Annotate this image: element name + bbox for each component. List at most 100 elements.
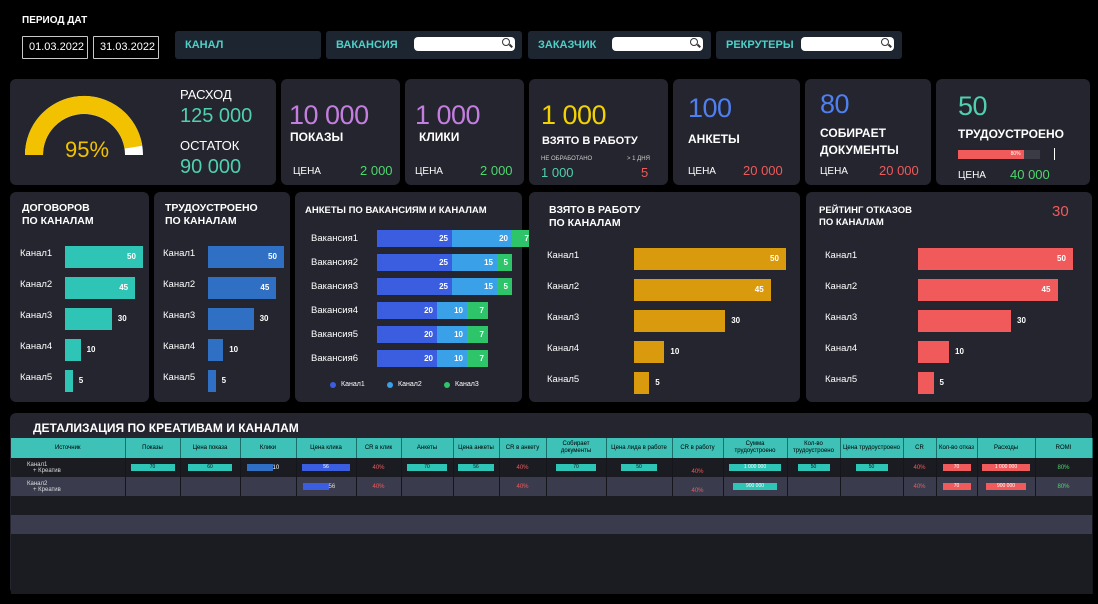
column-header[interactable]: Цена лида в работе: [606, 438, 673, 458]
column-header[interactable]: CR в клик: [356, 438, 402, 458]
bar-category-label: Канал5: [20, 372, 53, 383]
over-day-label: > 1 ДНЯ: [627, 156, 650, 162]
column-header[interactable]: Цена показа: [180, 438, 241, 458]
bar-value-label: 45: [119, 283, 129, 292]
bar[interactable]: [208, 308, 254, 330]
employed-card: 50 ТРУДОУСТРОЕНО 80% ЦЕНА 40 000: [936, 79, 1090, 185]
forms-bar: 70: [407, 463, 447, 471]
customer-filter[interactable]: ЗАКАЗЧИК: [528, 31, 711, 59]
stacked-bar-segment[interactable]: 7: [467, 326, 488, 343]
stacked-bar-segment[interactable]: 20: [452, 230, 512, 247]
legend-dot-icon: [387, 381, 393, 388]
search-icon: [502, 38, 510, 46]
date-from-input[interactable]: 01.03.2022: [22, 36, 88, 59]
recruiters-search-input[interactable]: [801, 37, 894, 51]
bar[interactable]: [634, 248, 786, 270]
stacked-bar-segment[interactable]: 25: [377, 254, 452, 271]
bar[interactable]: [918, 310, 1011, 332]
stacked-bar-segment[interactable]: 5: [497, 254, 512, 271]
column-header[interactable]: Показы: [125, 438, 181, 458]
bar[interactable]: [65, 370, 73, 392]
bar[interactable]: [65, 308, 112, 330]
bar[interactable]: [208, 246, 284, 268]
stacked-bar-segment[interactable]: 20: [377, 350, 437, 367]
click-price-cell: 56: [296, 477, 357, 496]
source-creative: + Креатив: [33, 467, 61, 474]
bar[interactable]: [918, 341, 949, 363]
stacked-bar-segment[interactable]: 25: [377, 230, 452, 247]
column-header[interactable]: Сумма трудоустроено: [723, 438, 788, 458]
recruiters-filter-label: РЕКРУТЕРЫ: [726, 39, 794, 51]
column-header[interactable]: ROMI: [1035, 438, 1093, 458]
taken-card: 1 000 ВЗЯТО В РАБОТУ НЕ ОБРАБОТАНО > 1 Д…: [529, 79, 668, 185]
bar[interactable]: [634, 279, 771, 301]
legend-dot-icon: [330, 381, 336, 388]
refusals-chart-card: РЕЙТИНГ ОТКАЗОВ ПО КАНАЛАМ 30 Канал1 50 Ка…: [806, 192, 1092, 402]
docs-bar: 70: [556, 463, 596, 471]
table-row[interactable]: Канал2 + Креатив 56 40% 40% 40% 900 000 4…: [11, 477, 1093, 496]
bar[interactable]: [208, 339, 224, 361]
vacancy-filter[interactable]: ВАКАНСИЯ: [326, 31, 522, 59]
bar-category-label: Канал3: [547, 312, 580, 323]
customer-filter-label: ЗАКАЗЧИК: [538, 39, 597, 51]
bar[interactable]: [918, 279, 1058, 301]
remainder-label: ОСТАТОК: [180, 138, 240, 153]
stacked-bar-segment[interactable]: 7: [467, 350, 488, 367]
bar-category-label: Канал4: [20, 341, 53, 352]
bar-category-label: Канал2: [547, 281, 580, 292]
column-header[interactable]: Клики: [240, 438, 297, 458]
forms-price: 20 000: [743, 163, 783, 178]
source-cell: Канал2 + Креатив: [11, 477, 126, 496]
employed-price-label: ЦЕНА: [958, 170, 986, 181]
stacked-bar-segment[interactable]: 15: [452, 254, 497, 271]
stacked-bar-segment[interactable]: 10: [437, 326, 467, 343]
bar[interactable]: [65, 277, 136, 299]
stacked-bar-segment[interactable]: 20: [377, 326, 437, 343]
stacked-bar-segment[interactable]: 10: [437, 350, 467, 367]
column-header[interactable]: Анкеты: [401, 438, 454, 458]
bar[interactable]: [65, 246, 143, 268]
column-header[interactable]: Источник: [11, 438, 126, 458]
column-header[interactable]: Цена анкеты: [453, 438, 500, 458]
column-header[interactable]: Цена клика: [296, 438, 357, 458]
bar[interactable]: [918, 372, 934, 394]
date-to-input[interactable]: 31.03.2022: [93, 36, 159, 59]
bar[interactable]: [634, 372, 650, 394]
bar[interactable]: [65, 339, 81, 361]
stacked-bar-segment[interactable]: 25: [377, 278, 452, 295]
column-header[interactable]: Расходы: [977, 438, 1036, 458]
bar[interactable]: [918, 248, 1073, 270]
taken-chart-title-1: ВЗЯТО В РАБОТУ: [549, 204, 641, 216]
vacancy-search-input[interactable]: [414, 37, 515, 51]
bar-value-label: 30: [731, 316, 741, 325]
column-header[interactable]: CR в анкету: [499, 438, 547, 458]
customer-search-input[interactable]: [612, 37, 703, 51]
source-creative: + Креатив: [33, 486, 61, 493]
bar[interactable]: [634, 310, 726, 332]
contracts-chart-title-1: ДОГОВОРОВ: [22, 202, 90, 214]
form-price-cell: [453, 477, 500, 496]
recruiters-filter[interactable]: РЕКРУТЕРЫ: [716, 31, 902, 59]
stacked-bar-segment[interactable]: 20: [377, 302, 437, 319]
bar[interactable]: [208, 277, 277, 299]
bar[interactable]: [634, 341, 665, 363]
stacked-bar-segment[interactable]: 15: [452, 278, 497, 295]
column-header[interactable]: Кол-во трудоустроено: [787, 438, 841, 458]
column-header[interactable]: Собирает документы: [546, 438, 607, 458]
cr-form-cell: 40%: [499, 458, 547, 477]
cr-click-cell: 40%: [356, 458, 402, 477]
bar-category-label: Канал5: [163, 372, 196, 383]
bar[interactable]: [208, 370, 216, 392]
column-header[interactable]: CR в работу: [672, 438, 724, 458]
channel-filter[interactable]: КАНАЛ: [175, 31, 321, 59]
column-header[interactable]: CR: [903, 438, 937, 458]
shows-cell: [125, 477, 181, 496]
table-row[interactable]: Канал1 + Креатив 70 60 10 56 40% 70 56 40…: [11, 458, 1093, 477]
stacked-bar-segment[interactable]: 7: [512, 230, 533, 247]
column-header[interactable]: Кол-во отказ: [936, 438, 978, 458]
stacked-bar-segment[interactable]: 5: [497, 278, 512, 295]
column-header[interactable]: Цена трудоустроено: [840, 438, 904, 458]
stacked-bar-segment[interactable]: 10: [437, 302, 467, 319]
bar-value-label: 50: [1057, 254, 1066, 263]
stacked-bar-segment[interactable]: 7: [467, 302, 488, 319]
